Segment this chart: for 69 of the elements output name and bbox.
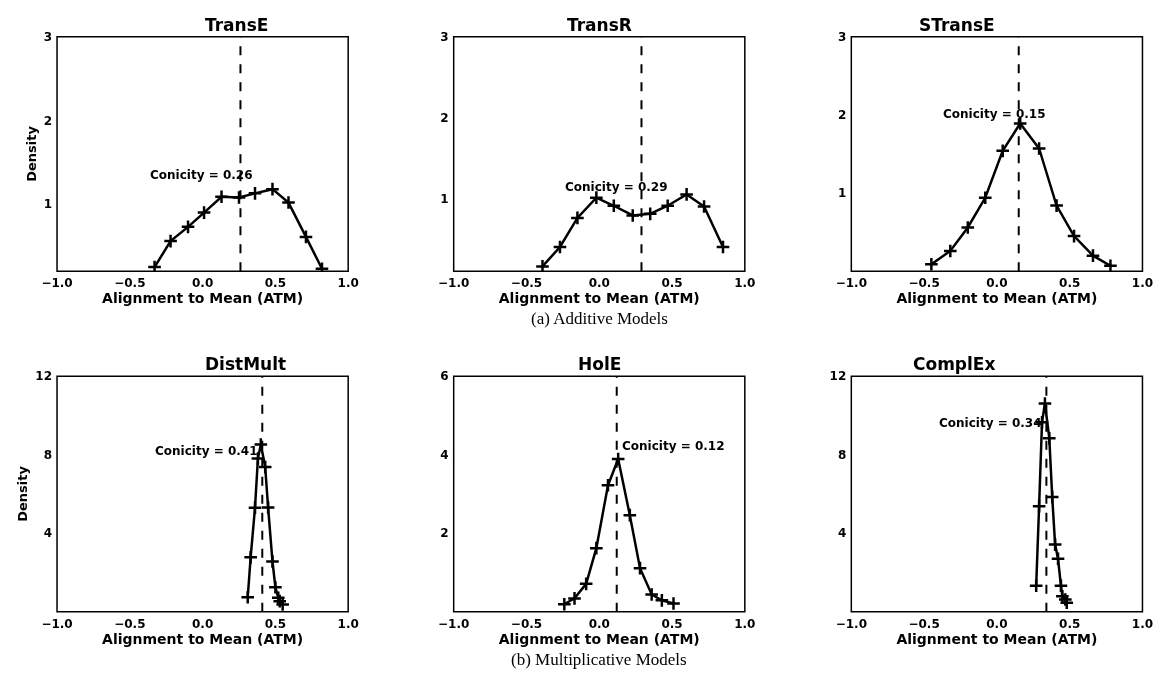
x-tick-label: −1.0 [41, 276, 73, 291]
x-tick-label: 1.0 [734, 616, 756, 631]
y-tick-label: 1 [837, 186, 847, 201]
y-tick-label: 3 [837, 29, 847, 44]
y-tick-label: 4 [440, 447, 449, 462]
x-tick-label: −0.5 [908, 616, 940, 631]
y-tick-label: 2 [43, 113, 53, 128]
x-axis-title: Alignment to Mean (ATM) [498, 630, 700, 647]
annotation: Conicity = 0.34 [939, 416, 1042, 430]
annotation: Conicity = 0.15 [943, 107, 1046, 121]
y-tick-label: 2 [440, 110, 449, 125]
x-tick-label: −0.5 [510, 276, 543, 291]
text: (a) Additive Models [531, 309, 668, 328]
y-tick-label: 1 [440, 191, 449, 206]
x-tick-label: 0.0 [986, 616, 1008, 631]
y-tick-label: 12 [829, 369, 847, 384]
chart-title: ComplEx [913, 354, 996, 374]
chart-title: HolE [578, 354, 622, 374]
x-tick-label: 0.0 [588, 616, 610, 631]
annotation: Conicity = 0.29 [565, 180, 668, 194]
annotation: Conicity = 0.12 [622, 439, 725, 453]
x-tick-label: −1.0 [438, 616, 470, 631]
x-tick-label: 0.0 [588, 276, 610, 291]
x-tick-label: 0.5 [264, 616, 287, 631]
chart-title: TransR [567, 15, 632, 35]
y-tick-label: 2 [440, 526, 449, 541]
chart-title: TransE [205, 15, 269, 35]
x-tick-label: −1.0 [438, 276, 470, 291]
x-tick-label: −0.5 [114, 616, 146, 631]
x-tick-label: −0.5 [908, 276, 940, 291]
x-axis-title: Alignment to Mean (ATM) [896, 630, 1098, 647]
x-tick-label: 1.0 [734, 276, 756, 291]
x-axis-title: Alignment to Mean (ATM) [896, 290, 1098, 307]
x-tick-label: 0.5 [661, 276, 683, 291]
x-tick-label: −0.5 [510, 616, 543, 631]
x-tick-label: 0.0 [986, 276, 1008, 291]
x-axis-title: Alignment to Mean (ATM) [498, 290, 700, 307]
x-axis-title: Alignment to Mean (ATM) [102, 290, 304, 307]
y-tick-label: 8 [43, 447, 53, 462]
chart-title: DistMult [205, 354, 287, 374]
x-tick-label: 0.5 [1059, 276, 1081, 291]
y-tick-label: 6 [440, 369, 449, 384]
x-tick-label: −1.0 [41, 616, 73, 631]
x-tick-label: 1.0 [337, 276, 359, 291]
x-tick-label: −0.5 [114, 276, 146, 291]
x-tick-label: 1.0 [1131, 616, 1154, 631]
text: (b) Multiplicative Models [511, 650, 687, 669]
y-tick-label: 12 [35, 369, 53, 384]
y-tick-label: 2 [837, 108, 847, 123]
chart-title: STransE [919, 15, 995, 35]
y-tick-label: 1 [43, 197, 53, 212]
y-tick-label: 3 [440, 29, 449, 44]
y-tick-label: 4 [837, 526, 847, 541]
x-tick-label: −1.0 [835, 616, 867, 631]
x-tick-label: 1.0 [1131, 276, 1154, 291]
x-tick-label: 0.5 [661, 616, 683, 631]
y-tick-label: 4 [43, 526, 53, 541]
x-tick-label: −1.0 [835, 276, 867, 291]
y-tick-label: 3 [43, 29, 53, 44]
y-axis-title: Density [15, 465, 31, 522]
x-tick-label: 0.5 [1059, 616, 1081, 631]
y-axis-title: Density [23, 125, 39, 182]
x-tick-label: 0.0 [191, 616, 214, 631]
x-tick-label: 0.5 [264, 276, 287, 291]
x-tick-label: 1.0 [337, 616, 359, 631]
x-tick-label: 0.0 [191, 276, 214, 291]
annotation: Conicity = 0.41 [155, 444, 258, 458]
y-tick-label: 8 [837, 447, 847, 462]
x-axis-title: Alignment to Mean (ATM) [102, 630, 304, 647]
